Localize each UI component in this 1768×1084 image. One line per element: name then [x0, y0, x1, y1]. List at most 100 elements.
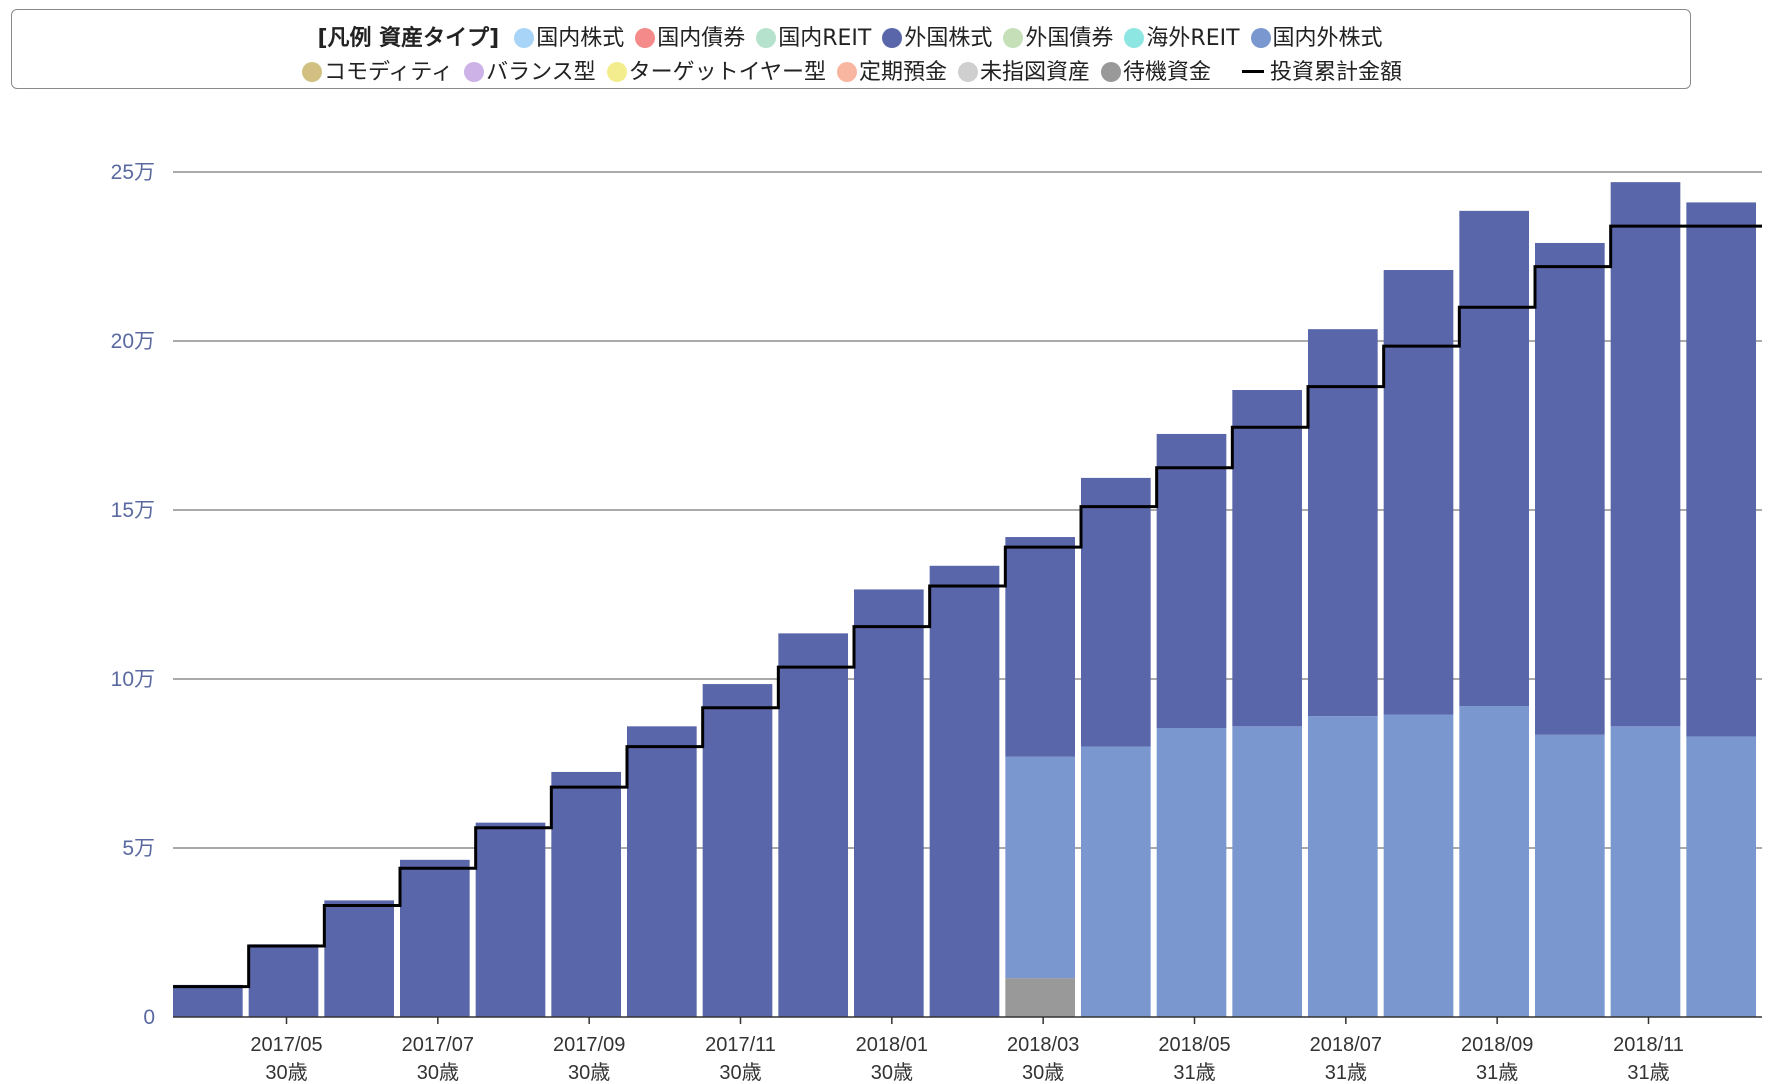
- legend-box: [凡例 資産タイプ] 国内株式 国内債券 国内REIT 外国株式 外国債券 海外…: [11, 9, 1691, 89]
- legend-dot-icon: [1250, 28, 1271, 48]
- legend-label: バランス型: [486, 60, 596, 85]
- y-tick-label: 0: [143, 1006, 155, 1029]
- bar-segment: [475, 822, 546, 1017]
- x-tick-date-label: 2018/09: [1461, 1034, 1533, 1056]
- bar-segment: [1610, 182, 1681, 727]
- bar-segment: [1383, 270, 1454, 715]
- bar-segment: [1005, 756, 1075, 979]
- y-tick-label: 25万: [111, 161, 155, 184]
- bar-segment: [1081, 746, 1151, 1017]
- y-tick-label: 20万: [111, 330, 155, 353]
- legend-row-1: [凡例 資産タイプ] 国内株式 国内債券 国内REIT 外国株式 外国債券 海外…: [12, 20, 1690, 52]
- legend-dot-icon: [1124, 28, 1145, 48]
- legend-row-2: コモディティ バランス型 ターゲットイヤー型 定期預金 未指図資産 待機資金 投…: [12, 54, 1690, 86]
- bar-segment: [400, 859, 470, 1017]
- x-tick-date-label: 2018/11: [1613, 1034, 1684, 1056]
- legend-dot-icon: [606, 62, 627, 82]
- legend-item[interactable]: 待機資金: [1101, 54, 1211, 86]
- legend-label: 国内外株式: [1272, 26, 1383, 51]
- bar-segment: [173, 984, 243, 1017]
- y-tick-label: 15万: [111, 499, 155, 522]
- bar-segment: [551, 771, 621, 1017]
- legend-item[interactable]: 外国株式: [882, 20, 992, 52]
- legend-label: 海外REIT: [1146, 26, 1240, 51]
- x-tick-age-label: 31歳: [1325, 1061, 1367, 1084]
- x-tick-age-label: 30歳: [568, 1061, 610, 1084]
- legend-item[interactable]: 外国債券: [1003, 20, 1113, 52]
- bar-segment: [1081, 477, 1151, 747]
- bar-segment: [1232, 726, 1302, 1017]
- x-tick-age-label: 31歳: [1173, 1061, 1215, 1084]
- legend-item[interactable]: 国内債券: [635, 20, 745, 52]
- bar-segment: [1535, 242, 1605, 735]
- legend-label: 外国債券: [1025, 26, 1114, 51]
- bar-segment: [778, 633, 848, 1017]
- x-tick-age-label: 31歳: [1627, 1061, 1669, 1084]
- cumulative-investment-line: [173, 224, 1762, 989]
- legend-label: 国内債券: [657, 26, 746, 51]
- x-tick-age-label: 30歳: [265, 1061, 307, 1084]
- legend-item[interactable]: コモディティ: [301, 54, 454, 86]
- x-tick-date-label: 2017/11: [705, 1034, 776, 1056]
- x-tick-date-label: 2017/05: [250, 1034, 322, 1056]
- legend-label: 国内株式: [536, 26, 625, 51]
- y-tick-label: 10万: [111, 668, 155, 691]
- legend-label: 国内REIT: [778, 26, 872, 51]
- legend-label: 未指図資産: [980, 60, 1091, 85]
- bar-segment: [1156, 433, 1227, 729]
- bar-segment: [1459, 706, 1529, 1017]
- legend-dot-icon: [514, 28, 535, 48]
- legend-item[interactable]: 定期預金: [836, 54, 947, 86]
- bar-segment: [1232, 390, 1302, 727]
- legend-dot-icon: [836, 62, 857, 82]
- y-tick-label: 5万: [122, 837, 155, 860]
- legend-item[interactable]: バランス型: [464, 54, 596, 86]
- legend-label: ターゲットイヤー型: [628, 60, 826, 85]
- bar-segment: [1383, 714, 1454, 1017]
- legend-dot-icon: [882, 28, 903, 48]
- bar-segment: [627, 726, 697, 1017]
- x-tick-age-label: 30歳: [1022, 1061, 1064, 1084]
- x-tick-date-label: 2018/05: [1158, 1034, 1230, 1056]
- x-tick-age-label: 31歳: [1476, 1061, 1518, 1084]
- x-tick-date-label: 2017/09: [553, 1034, 625, 1056]
- legend-dot-icon: [635, 28, 656, 48]
- bar-segment: [1005, 537, 1075, 757]
- bar-segment: [1686, 736, 1756, 1017]
- legend-item[interactable]: ターゲットイヤー型: [606, 54, 826, 86]
- x-tick-age-label: 30歳: [719, 1061, 761, 1084]
- legend-item[interactable]: 国内REIT: [756, 20, 871, 52]
- bar-segment: [1308, 716, 1378, 1017]
- bar-segment: [1535, 734, 1605, 1017]
- x-tick-date-label: 2018/01: [856, 1034, 928, 1056]
- bar-segment: [702, 684, 773, 1017]
- bar-segment: [929, 565, 1000, 1017]
- legend-title: [凡例 資産タイプ]: [317, 26, 500, 51]
- legend-label: コモディティ: [323, 60, 454, 85]
- bar-segment: [1005, 978, 1075, 1017]
- legend-dot-icon: [464, 62, 485, 82]
- legend-item[interactable]: 国内株式: [514, 20, 624, 52]
- legend-dot-icon: [958, 62, 978, 82]
- legend-item[interactable]: 未指図資産: [958, 54, 1090, 86]
- legend-dot-icon: [1003, 28, 1024, 48]
- bar-segment: [1156, 728, 1227, 1017]
- legend-dot-icon: [301, 62, 322, 82]
- bar-segment: [1308, 329, 1378, 717]
- legend-item[interactable]: 海外REIT: [1124, 20, 1240, 52]
- legend-line-icon: [1242, 70, 1265, 73]
- legend-dot-icon: [1101, 62, 1122, 82]
- bar-segment: [1610, 726, 1681, 1017]
- x-tick-date-label: 2018/03: [1007, 1034, 1079, 1056]
- x-tick-age-label: 30歳: [871, 1061, 913, 1084]
- bar-segment: [1459, 210, 1529, 707]
- x-tick-date-label: 2018/07: [1310, 1034, 1382, 1056]
- legend-label: 定期預金: [858, 60, 947, 85]
- legend-line-label[interactable]: 投資累計金額: [1270, 60, 1403, 85]
- bar-segment: [1686, 202, 1756, 737]
- x-tick-age-label: 30歳: [417, 1061, 459, 1084]
- x-tick-date-label: 2017/07: [402, 1034, 474, 1056]
- legend-item[interactable]: 国内外株式: [1250, 20, 1383, 52]
- bar-segment: [324, 900, 394, 1017]
